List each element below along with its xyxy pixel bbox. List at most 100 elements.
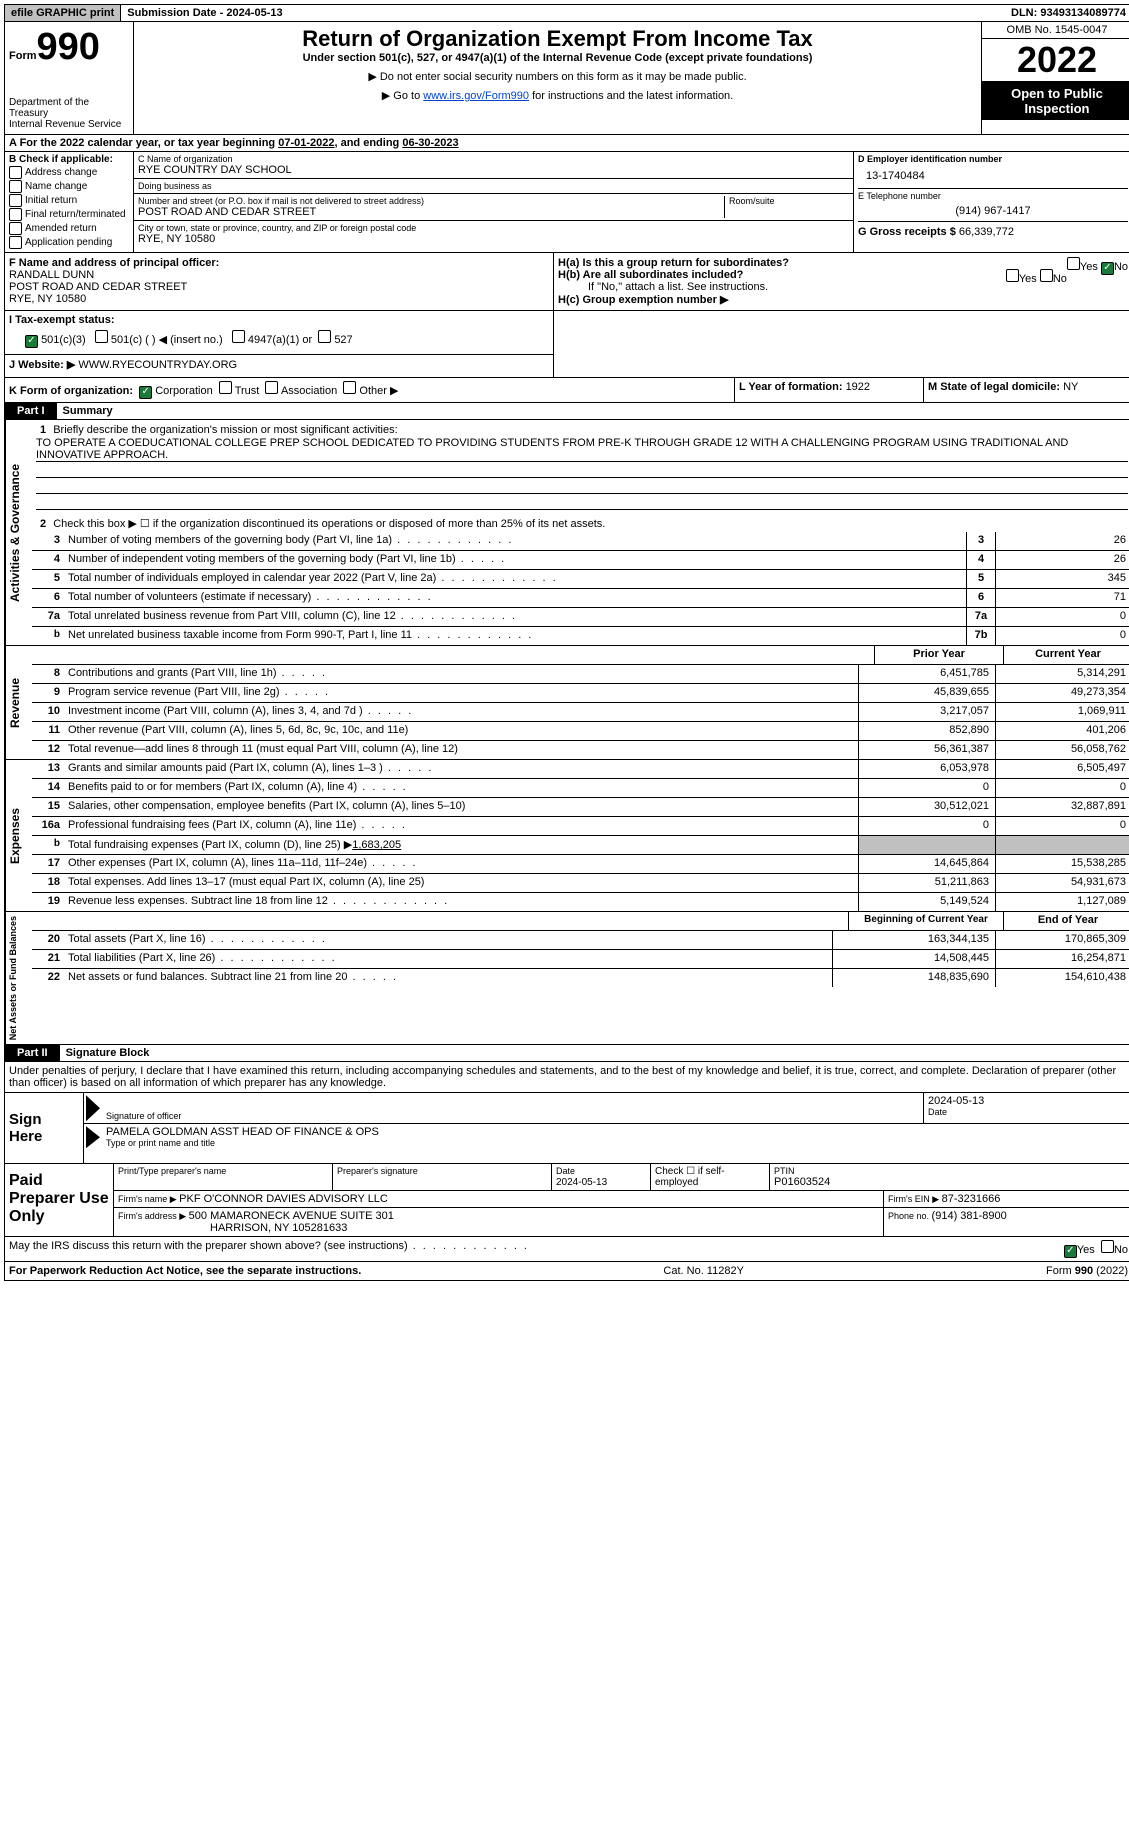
l16b: Total fundraising expenses (Part IX, col… [64, 836, 858, 854]
cb-address-change[interactable] [9, 166, 22, 179]
cb-corp[interactable]: ✓ [139, 386, 152, 399]
sig-date-label: Date [928, 1107, 1128, 1117]
row-k-l-m: K Form of organization: ✓ Corporation Tr… [4, 378, 1129, 403]
cb-501c[interactable] [95, 330, 108, 343]
l17-desc: Other expenses (Part IX, column (A), lin… [64, 855, 858, 873]
row-a-mid: , and ending [334, 137, 402, 149]
cb-hb-yes[interactable] [1006, 269, 1019, 282]
col-d-ein-phone: D Employer identification number 13-1740… [854, 152, 1129, 252]
part-2-header: Part II Signature Block [4, 1045, 1129, 1062]
cb-final-return[interactable] [9, 208, 22, 221]
top-toolbar: efile GRAPHIC print Submission Date - 20… [4, 4, 1129, 22]
form990-link[interactable]: www.irs.gov/Form990 [423, 90, 529, 102]
gross-label: G Gross receipts $ [858, 226, 959, 238]
form-subtitle-3: ▶ Go to www.irs.gov/Form990 for instruct… [138, 89, 977, 102]
website-label: J Website: ▶ [9, 359, 78, 371]
dln-label: DLN: [1011, 7, 1040, 19]
lbl-other: Other ▶ [359, 385, 398, 397]
row-h-group: H(a) Is this a group return for subordin… [554, 253, 1129, 310]
l16b-pre: Total fundraising expenses (Part IX, col… [68, 839, 352, 851]
l19-curr: 1,127,089 [995, 893, 1129, 911]
l8-curr: 5,314,291 [995, 665, 1129, 683]
line-2: Check this box ▶ ☐ if the organization d… [53, 518, 605, 530]
l7b-val: 0 [995, 627, 1129, 645]
cb-hb-no[interactable] [1040, 269, 1053, 282]
l5-box: 5 [966, 570, 995, 588]
cb-trust[interactable] [219, 381, 232, 394]
l22-desc: Net assets or fund balances. Subtract li… [64, 969, 832, 987]
lbl-501c3: 501(c)(3) [41, 334, 86, 346]
l18-desc: Total expenses. Add lines 13–17 (must eq… [64, 874, 858, 892]
dba-label: Doing business as [138, 181, 849, 191]
l9-desc: Program service revenue (Part VIII, line… [64, 684, 858, 702]
org-name: RYE COUNTRY DAY SCHOOL [138, 164, 849, 176]
prep-name-label: Print/Type preparer's name [118, 1166, 328, 1176]
lbl-4947: 4947(a)(1) or [248, 334, 312, 346]
form-header: Form990 Department of the Treasury Inter… [4, 22, 1129, 135]
lbl-name-change: Name change [25, 181, 87, 192]
cb-ha-yes[interactable] [1067, 257, 1080, 270]
mission-text: TO OPERATE A COEDUCATIONAL COLLEGE PREP … [36, 437, 1128, 462]
goto-pre: ▶ Go to [382, 90, 423, 102]
cb-app-pending[interactable] [9, 236, 22, 249]
l22-prior: 148,835,690 [832, 969, 995, 987]
hdr-end: End of Year [1003, 912, 1129, 930]
lbl-no: No [1114, 1244, 1128, 1256]
l19-desc: Revenue less expenses. Subtract line 18 … [64, 893, 858, 911]
l16a-curr: 0 [995, 817, 1129, 835]
cb-amended[interactable] [9, 222, 22, 235]
form-number-block: Form990 Department of the Treasury Inter… [5, 22, 134, 134]
firm-name: PKF O'CONNOR DAVIES ADVISORY LLC [179, 1193, 388, 1205]
l8-prior: 6,451,785 [858, 665, 995, 683]
l5-val: 345 [995, 570, 1129, 588]
cb-assoc[interactable] [265, 381, 278, 394]
row-f-officer: F Name and address of principal officer:… [5, 253, 554, 310]
cb-other[interactable] [343, 381, 356, 394]
cb-discuss-yes[interactable]: ✓ [1064, 1245, 1077, 1258]
sig-name: PAMELA GOLDMAN ASST HEAD OF FINANCE & OP… [106, 1126, 1128, 1138]
l21-desc: Total liabilities (Part X, line 26) [64, 950, 832, 968]
entity-block: B Check if applicable: Address change Na… [4, 152, 1129, 253]
dln-value: 93493134089774 [1040, 7, 1126, 19]
l6-box: 6 [966, 589, 995, 607]
col-b-checkboxes: B Check if applicable: Address change Na… [5, 152, 134, 252]
cb-527[interactable] [318, 330, 331, 343]
cb-ha-no[interactable]: ✓ [1101, 262, 1114, 275]
cb-name-change[interactable] [9, 180, 22, 193]
form-ref: Form 990 (2022) [1046, 1265, 1128, 1277]
ptin-label: PTIN [774, 1166, 1128, 1176]
cb-discuss-no[interactable] [1101, 1240, 1114, 1253]
row-a-pre: A For the 2022 calendar year, or tax yea… [9, 137, 278, 149]
section-net-assets: Net Assets or Fund Balances Beginning of… [4, 912, 1129, 1045]
cat-no: Cat. No. 11282Y [663, 1265, 744, 1277]
l3-box: 3 [966, 532, 995, 550]
part-2-title: Signature Block [60, 1045, 156, 1061]
officer-addr1: POST ROAD AND CEDAR STREET [9, 281, 549, 293]
city-value: RYE, NY 10580 [138, 233, 849, 245]
l6-val: 71 [995, 589, 1129, 607]
l7b-desc: Net unrelated business taxable income fr… [64, 627, 966, 645]
firm-addr1: 500 MAMARONECK AVENUE SUITE 301 [189, 1210, 394, 1222]
cb-4947[interactable] [232, 330, 245, 343]
firm-addr-label: Firm's address ▶ [118, 1211, 189, 1221]
cb-initial-return[interactable] [9, 194, 22, 207]
section-revenue: Revenue Prior YearCurrent Year 8Contribu… [4, 646, 1129, 760]
efile-print-button[interactable]: efile GRAPHIC print [5, 5, 121, 21]
l15-curr: 32,887,891 [995, 798, 1129, 816]
lbl-yes: Yes [1077, 1244, 1095, 1256]
l11-desc: Other revenue (Part VIII, column (A), li… [64, 722, 858, 740]
phone-value: (914) 967-1417 [858, 201, 1128, 221]
l19-prior: 5,149,524 [858, 893, 995, 911]
l21-prior: 14,508,445 [832, 950, 995, 968]
vlabel-net-assets: Net Assets or Fund Balances [5, 912, 32, 1044]
l17-curr: 15,538,285 [995, 855, 1129, 873]
cb-501c3[interactable]: ✓ [25, 335, 38, 348]
room-label: Room/suite [729, 196, 849, 206]
phone-label: E Telephone number [858, 188, 1128, 201]
l13-curr: 6,505,497 [995, 760, 1129, 778]
l10-prior: 3,217,057 [858, 703, 995, 721]
l3-desc: Number of voting members of the governin… [64, 532, 966, 550]
l13-prior: 6,053,978 [858, 760, 995, 778]
l16b-grey2 [995, 836, 1129, 854]
addr-value: POST ROAD AND CEDAR STREET [138, 206, 724, 218]
